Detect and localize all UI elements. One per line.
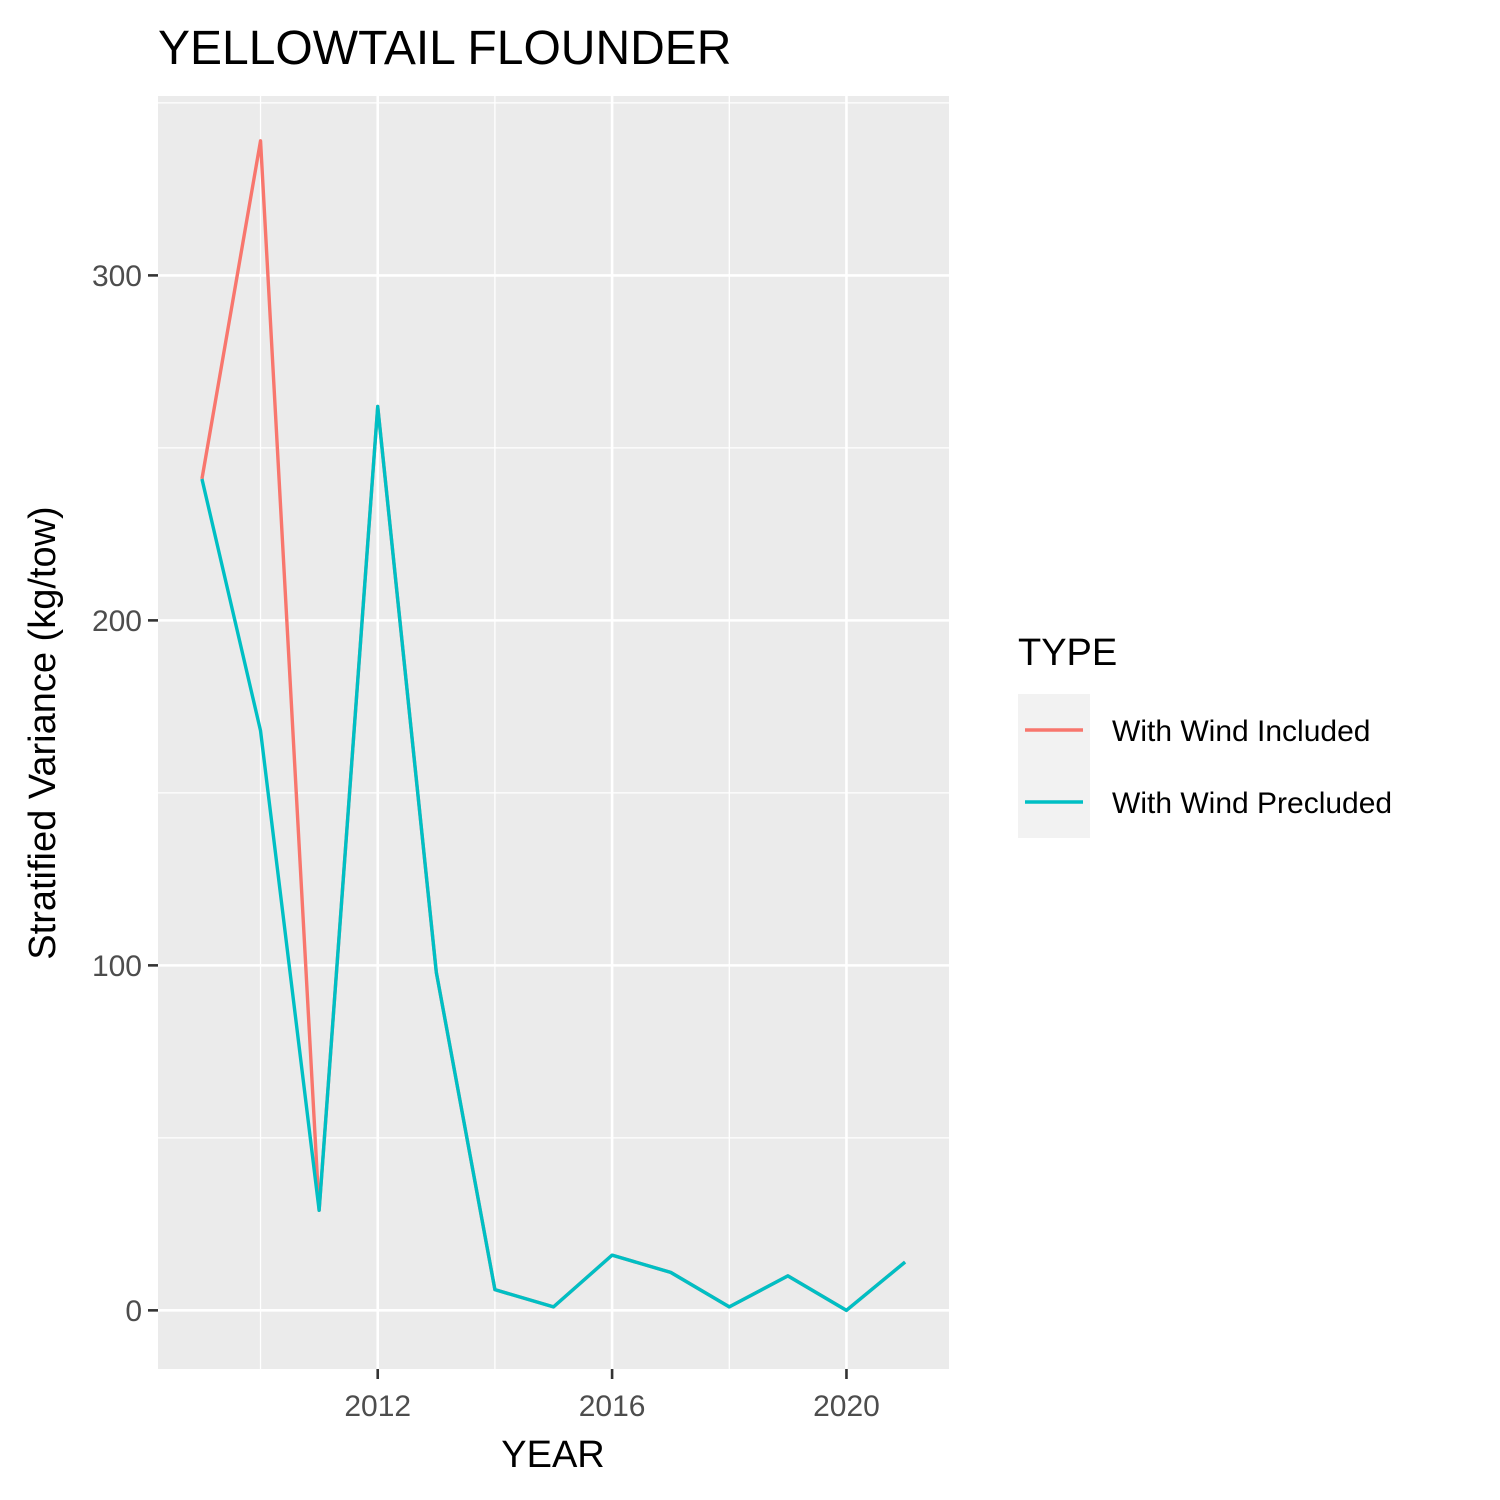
series-line-2 <box>200 404 907 1313</box>
y-tick-label: 0 <box>125 1295 142 1328</box>
y-axis-title: Stratified Variance (kg/tow) <box>22 506 64 959</box>
x-tick-label: 2020 <box>813 1390 880 1423</box>
x-axis-title: YEAR <box>501 1434 604 1476</box>
x-tick-label: 2012 <box>344 1390 411 1423</box>
chart-title: YELLOWTAIL FLOUNDER <box>158 22 731 75</box>
plot-panel <box>158 96 949 1369</box>
legend-label: With Wind Included <box>1112 715 1370 748</box>
legend-label: With Wind Precluded <box>1112 787 1392 820</box>
x-tick-label: 2016 <box>579 1390 646 1423</box>
grid-major <box>158 96 949 1369</box>
legend: TYPE With Wind Included With Wind Preclud… <box>1018 632 1392 838</box>
x-axis: 2012 2016 2020 <box>344 1369 880 1423</box>
y-tick-label: 200 <box>92 605 142 638</box>
y-tick-label: 100 <box>92 950 142 983</box>
series-lines <box>200 139 907 1313</box>
y-axis: 0 100 200 300 <box>92 260 158 1328</box>
y-tick-label: 300 <box>92 260 142 293</box>
legend-title: TYPE <box>1018 632 1117 674</box>
legend-key-background <box>1018 694 1090 838</box>
